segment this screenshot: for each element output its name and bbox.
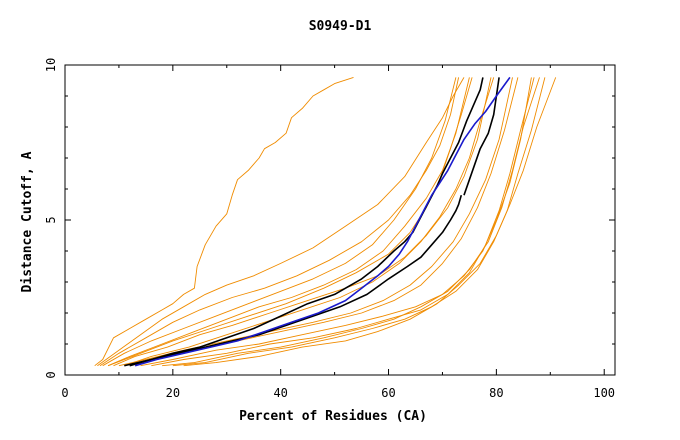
series-line-black-17 bbox=[124, 194, 463, 367]
x-tick-label: 80 bbox=[489, 386, 503, 400]
series-lines bbox=[94, 76, 557, 367]
series-line-blue-19 bbox=[134, 76, 511, 367]
series-line-black-18 bbox=[463, 77, 500, 196]
series-line-orange-10 bbox=[151, 77, 535, 367]
series-line-orange-6 bbox=[113, 77, 492, 367]
series-line-orange-4 bbox=[102, 77, 457, 367]
series-line-orange-2 bbox=[97, 77, 465, 367]
x-tick-label: 20 bbox=[166, 386, 180, 400]
series-line-orange-7 bbox=[118, 77, 513, 367]
series-line-orange-1 bbox=[94, 76, 354, 367]
y-tick-label: 0 bbox=[44, 371, 58, 378]
series-line-orange-14 bbox=[107, 77, 473, 367]
series-line-orange-5 bbox=[107, 77, 470, 367]
axis-ticks bbox=[64, 64, 615, 376]
series-line-orange-3 bbox=[99, 77, 460, 367]
x-axis-label: Percent of Residues (CA) bbox=[239, 409, 427, 424]
series-line-black-16 bbox=[129, 77, 484, 367]
series-line-orange-13 bbox=[183, 77, 557, 367]
chart-title: S0949-D1 bbox=[309, 19, 372, 34]
y-tick-label: 10 bbox=[44, 58, 58, 72]
y-axis-label: Distance Cutoff, A bbox=[20, 151, 35, 292]
y-tick-label: 5 bbox=[44, 216, 58, 223]
series-line-orange-15 bbox=[124, 77, 495, 367]
plot-frame bbox=[64, 64, 616, 376]
axis-tick-labels: 0 20 40 60 80 100 0 5 10 bbox=[44, 58, 615, 400]
x-tick-label: 0 bbox=[61, 386, 68, 400]
x-tick-label: 40 bbox=[273, 386, 287, 400]
series-line-orange-11 bbox=[162, 77, 540, 367]
x-tick-label: 60 bbox=[381, 386, 395, 400]
x-tick-label: 100 bbox=[593, 386, 615, 400]
